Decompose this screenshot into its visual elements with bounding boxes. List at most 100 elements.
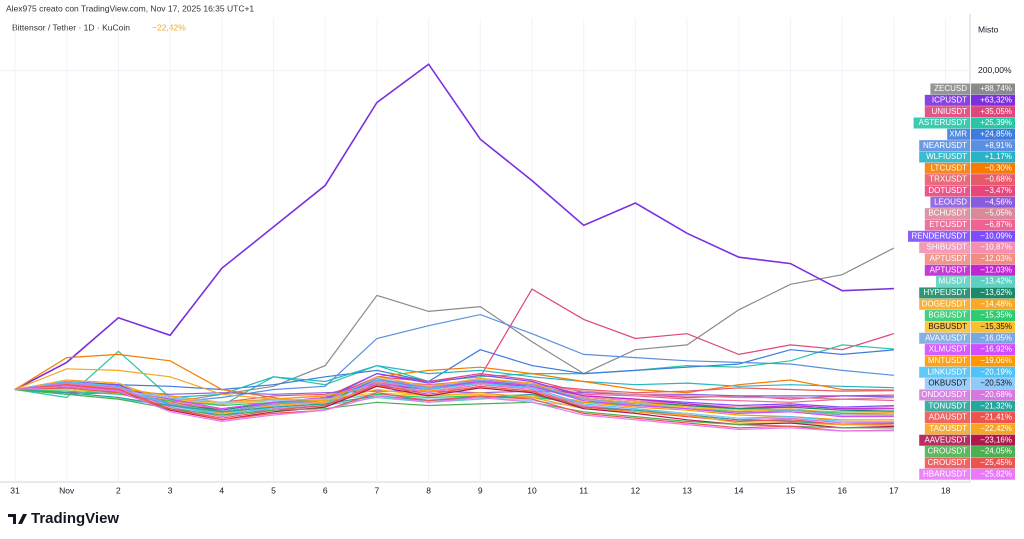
series-line	[14, 384, 894, 421]
legend-name: CROUSDT	[927, 447, 967, 456]
legend-name: DOTUSDT	[928, 186, 967, 195]
legend-entry: NEARUSDT +8,91%	[919, 140, 1015, 152]
legend-name: ONDOUSDT	[921, 390, 967, 399]
last-value-box	[971, 83, 1015, 95]
x-tick-label: 14	[734, 485, 744, 495]
legend-name-box	[919, 434, 970, 446]
legend-name: LINKUSDT	[927, 367, 967, 376]
legend-entry: LTCUSDT −0,30%	[924, 162, 1015, 174]
legend-name: APTUSDT	[930, 254, 967, 263]
legend-name: DOGEUSDT	[922, 299, 967, 308]
legend-name-box	[924, 106, 970, 118]
legend-name-box	[919, 468, 970, 480]
last-value-box	[971, 366, 1015, 378]
last-value-label: −6,87%	[985, 220, 1012, 229]
legend-name-box	[930, 196, 970, 208]
x-tick-label: 15	[786, 485, 796, 495]
last-value-box	[971, 117, 1015, 129]
legend-entry: XLMUSDT −16,92%	[924, 344, 1015, 356]
legend-name-box	[924, 412, 970, 424]
series-line	[14, 385, 894, 432]
legend-entry: HYPEUSDT −13,62%	[919, 287, 1015, 299]
legend-entry: DOGEUSDT −14,48%	[919, 298, 1015, 310]
legend-name: WLFIUSDT	[926, 152, 967, 161]
legend-name: CROUSDT	[927, 458, 967, 467]
last-value-label: −10,09%	[980, 231, 1012, 240]
symbol-change: −22,42%	[152, 22, 186, 32]
legend-name-box	[924, 423, 970, 435]
legend-name-box	[924, 94, 970, 106]
x-tick-label: 8	[426, 485, 431, 495]
legend-name-box	[919, 140, 970, 152]
x-tick-label: 12	[631, 485, 641, 495]
last-value-label: −0,30%	[985, 163, 1012, 172]
legend-name: XMR	[949, 129, 967, 138]
last-value-label: −16,92%	[980, 345, 1012, 354]
legend-name: AAVEUSDT	[924, 435, 967, 444]
last-value-label: −15,35%	[980, 322, 1012, 331]
x-tick-label: 31	[10, 485, 20, 495]
legend-name-box	[919, 242, 970, 254]
series-line	[14, 388, 894, 426]
last-value-label: +8,91%	[985, 141, 1012, 150]
legend-entry: CROUSDT −24,05%	[924, 446, 1015, 458]
last-value-label: −0,68%	[985, 175, 1012, 184]
last-value-box	[971, 446, 1015, 458]
legend-entry: MNTUSDT −19,06%	[924, 355, 1015, 367]
last-value-label: −21,32%	[980, 401, 1012, 410]
x-tick-label: 10	[527, 485, 537, 495]
last-value-box	[971, 196, 1015, 208]
legend-name: BCHUSDT	[928, 209, 967, 218]
legend-name: RENDERUSDT	[911, 231, 967, 240]
legend-entry: CROUSDT −25,45%	[924, 457, 1015, 469]
series-line	[14, 349, 894, 391]
legend-entry: AAVEUSDT −23,16%	[919, 434, 1015, 446]
legend-name-box	[947, 128, 970, 140]
series-line	[14, 388, 894, 429]
legend-name: SHIBUSDT	[927, 243, 968, 252]
last-value-box	[971, 253, 1015, 265]
legend-name: NEARUSDT	[923, 141, 967, 150]
last-value-label: −19,06%	[980, 356, 1012, 365]
legend-name-box	[919, 366, 970, 378]
last-value-box	[971, 457, 1015, 469]
last-value-box	[971, 389, 1015, 401]
legend-name: ETCUSDT	[929, 220, 967, 229]
last-value-label: −12,03%	[980, 254, 1012, 263]
legend-name-box	[924, 310, 970, 322]
x-tick-label: 18	[941, 485, 951, 495]
legend-name: MNTUSDT	[928, 356, 967, 365]
legend-entry: AVAXUSDT −16,05%	[919, 332, 1015, 344]
legend-name: ICPUSDT	[932, 95, 967, 104]
last-value-label: −13,62%	[980, 288, 1012, 297]
legend-entry: HBARUSDT −25,82%	[919, 468, 1015, 480]
legend-name-box	[924, 446, 970, 458]
last-value-box	[971, 344, 1015, 356]
last-value-box	[971, 162, 1015, 174]
last-value-box	[971, 321, 1015, 333]
x-tick-label: 4	[219, 485, 224, 495]
x-tick-label: 11	[579, 485, 588, 495]
last-value-label: +24,85%	[980, 129, 1012, 138]
legend-entry: WLFIUSDT +1,17%	[919, 151, 1015, 163]
legend-name-box	[924, 253, 970, 265]
last-value-box	[971, 151, 1015, 163]
last-value-label: −12,03%	[980, 265, 1012, 274]
legend-entry: TRXUSDT −0,68%	[924, 174, 1015, 186]
legend-name: MUSDT	[939, 277, 968, 286]
legend-name: UNIUSDT	[931, 107, 967, 116]
series-line	[14, 387, 894, 432]
logo: TradingView	[8, 510, 119, 527]
x-tick-label: 16	[837, 485, 847, 495]
legend-name: XLMUSDT	[929, 345, 967, 354]
legend-entry: APTUSDT −12,03%	[924, 264, 1015, 276]
legend-entry: APTUSDT −12,03%	[924, 253, 1015, 265]
legend-name-box	[924, 355, 970, 367]
last-value-label: −25,45%	[980, 458, 1012, 467]
legend-entry: MUSDT −13,42%	[936, 276, 1015, 288]
legend-entry: XMR +24,85%	[947, 128, 1015, 140]
last-value-box	[971, 378, 1015, 390]
legend-name-box	[930, 83, 970, 95]
last-value-label: +35,05%	[980, 107, 1012, 116]
credit: Alex975 creato con TradingView.com, Nov …	[6, 3, 254, 13]
